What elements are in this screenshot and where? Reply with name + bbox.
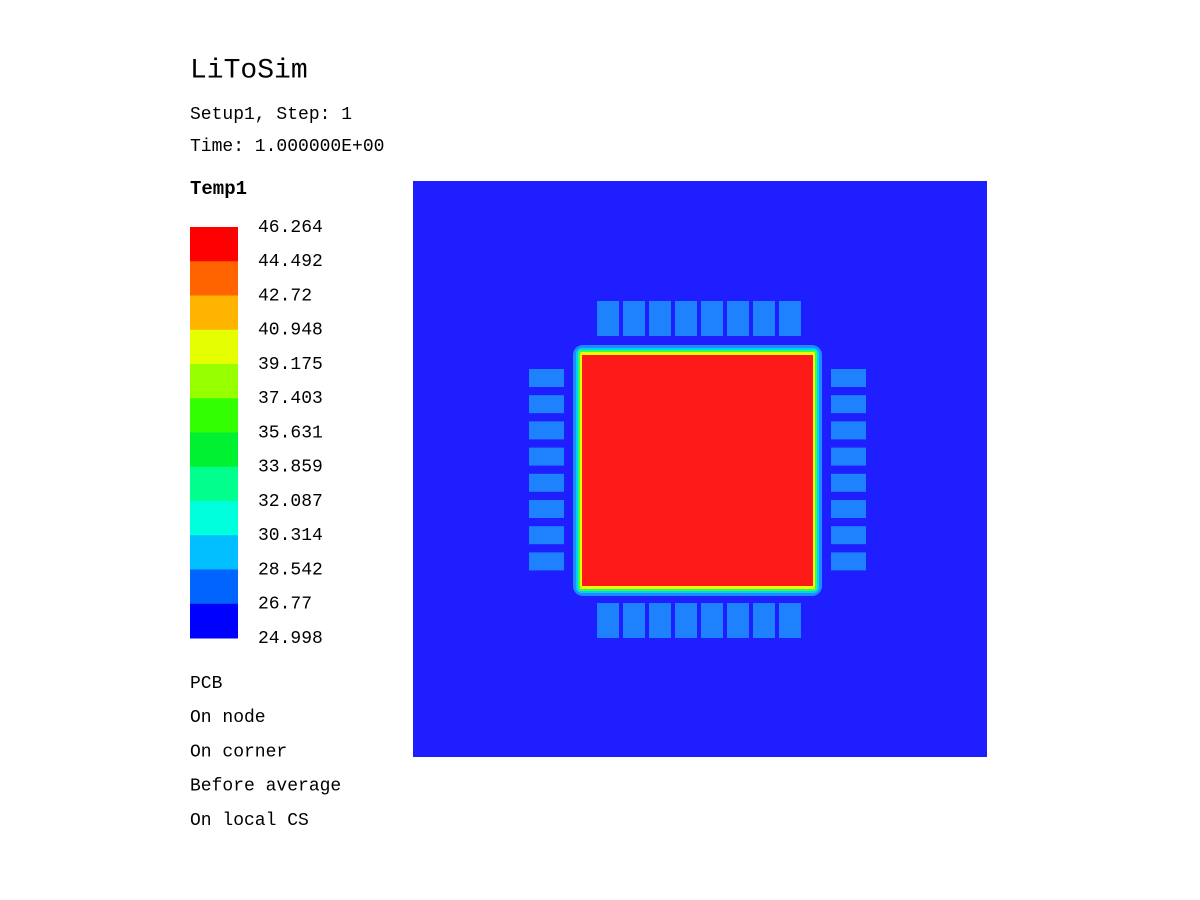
time-info: Time: 1.000000E+00 xyxy=(190,137,384,157)
app-title: LiToSim xyxy=(190,55,308,86)
note: On corner xyxy=(190,742,287,762)
legend-label: 33.859 xyxy=(258,458,323,478)
legend-label: 30.314 xyxy=(258,526,323,546)
legend-label: 39.175 xyxy=(258,355,323,375)
legend-title: Temp1 xyxy=(190,178,247,200)
legend-label: 26.77 xyxy=(258,595,312,615)
legend-label: 46.264 xyxy=(258,218,323,238)
legend-label: 42.72 xyxy=(258,286,312,306)
pin xyxy=(831,395,866,414)
chip-die xyxy=(582,355,813,586)
legend-label: 28.542 xyxy=(258,560,323,580)
legend-label: 40.948 xyxy=(258,321,323,341)
pin xyxy=(675,301,697,336)
pin xyxy=(597,301,619,336)
pin xyxy=(831,369,866,387)
pin xyxy=(649,603,671,638)
legend-label: 37.403 xyxy=(258,389,323,409)
pins xyxy=(529,301,866,638)
pin xyxy=(701,603,723,638)
pin xyxy=(701,301,723,336)
legend-band xyxy=(190,227,238,262)
notes: PCB On node On corner Before average On loca… xyxy=(190,674,341,831)
note: On local CS xyxy=(190,811,309,831)
legend: 46.264 44.492 42.72 40.948 39.175 37.403 35.63… xyxy=(190,218,323,649)
legend-band xyxy=(190,398,238,433)
pin xyxy=(529,473,564,492)
pin xyxy=(623,301,645,336)
pin xyxy=(779,301,801,336)
step-info: Setup1, Step: 1 xyxy=(190,105,352,125)
legend-label: 44.492 xyxy=(258,252,323,272)
pin xyxy=(529,369,564,387)
pin xyxy=(529,447,564,466)
legend-band xyxy=(190,501,238,536)
pin xyxy=(831,552,866,571)
pin xyxy=(529,421,564,440)
pin xyxy=(831,526,866,545)
legend-band xyxy=(190,466,238,502)
legend-band xyxy=(190,432,238,468)
pin xyxy=(529,395,564,414)
pin xyxy=(649,301,671,336)
legend-label: 35.631 xyxy=(258,423,323,443)
note: Before average xyxy=(190,777,341,797)
pin xyxy=(529,526,564,545)
pin xyxy=(831,421,866,440)
note: PCB xyxy=(190,674,223,694)
pin xyxy=(623,603,645,638)
pin xyxy=(597,603,619,638)
pin xyxy=(529,552,564,571)
legend-band xyxy=(190,295,238,331)
pin xyxy=(753,301,775,336)
pin xyxy=(727,603,749,638)
legend-band xyxy=(190,603,238,639)
pin xyxy=(753,603,775,638)
pin xyxy=(831,447,866,466)
pin xyxy=(727,301,749,336)
legend-band xyxy=(190,535,238,570)
pin xyxy=(529,500,564,518)
legend-label: 24.998 xyxy=(258,629,323,649)
pin xyxy=(831,500,866,518)
pin xyxy=(831,473,866,492)
legend-band xyxy=(190,329,238,365)
note: On node xyxy=(190,708,266,728)
legend-band xyxy=(190,261,238,296)
legend-band xyxy=(190,569,238,605)
model-view xyxy=(413,181,987,757)
pin xyxy=(675,603,697,638)
legend-label: 32.087 xyxy=(258,492,323,512)
pin xyxy=(779,603,801,638)
legend-band xyxy=(190,364,238,399)
